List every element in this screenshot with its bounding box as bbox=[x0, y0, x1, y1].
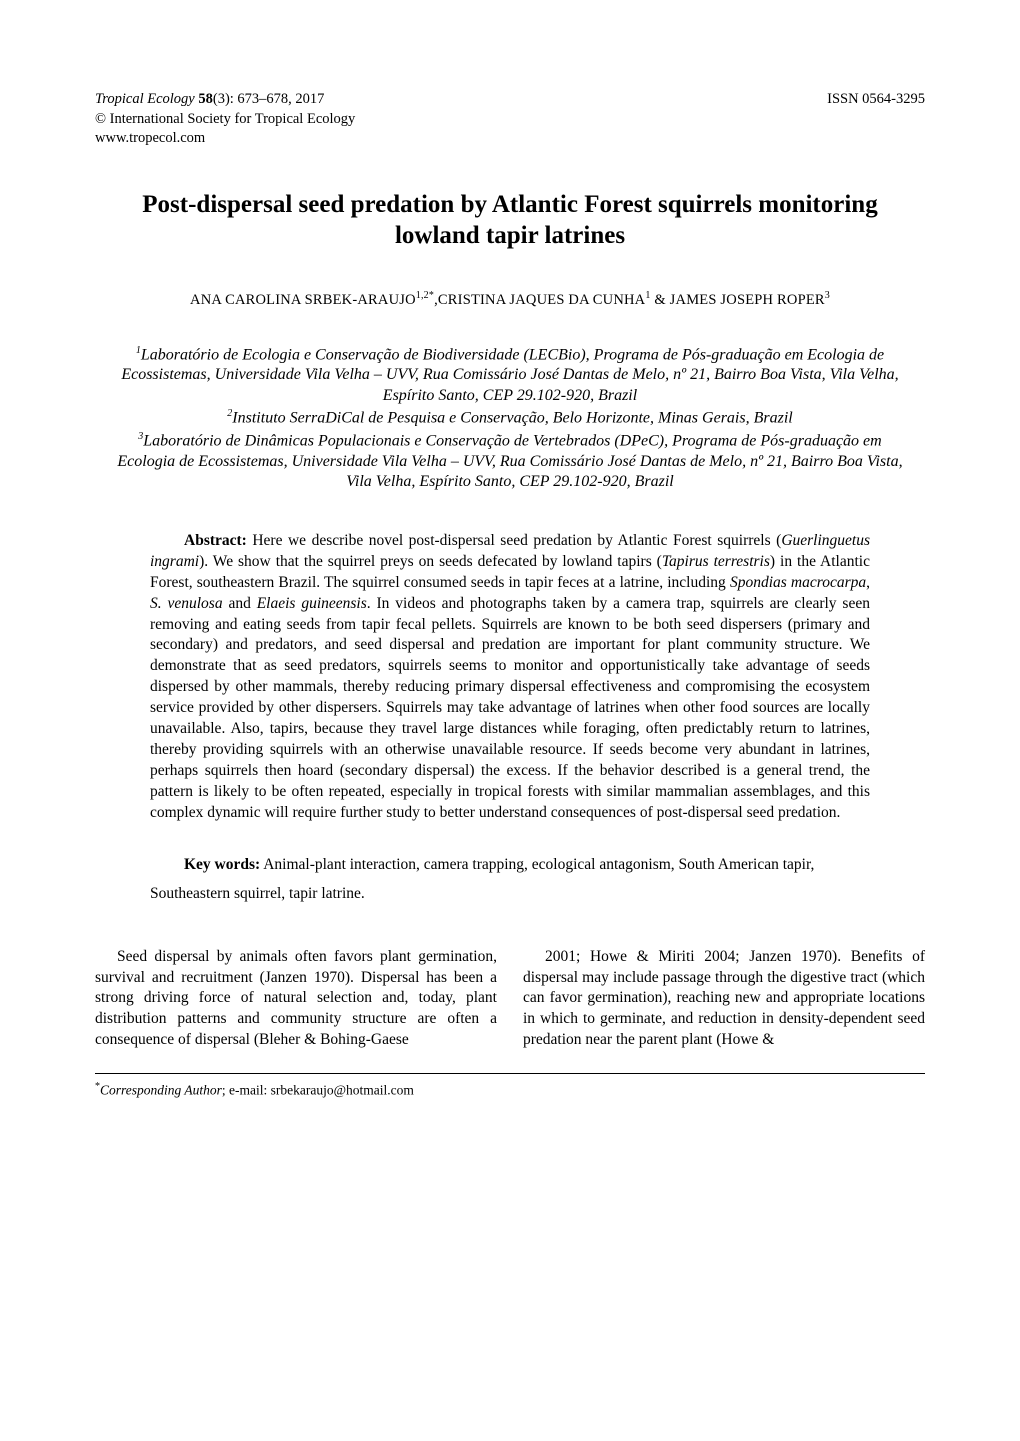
body-para-left: Seed dispersal by animals often favors p… bbox=[95, 947, 497, 1052]
body-columns: Seed dispersal by animals often favors p… bbox=[95, 947, 925, 1052]
issn: ISSN 0564-3295 bbox=[827, 90, 925, 110]
journal-name: Tropical Ecology bbox=[95, 91, 195, 107]
keywords-block: Key words: Animal-plant interaction, cam… bbox=[150, 850, 870, 909]
body-para-right: 2001; Howe & Miriti 2004; Janzen 1970). … bbox=[523, 947, 925, 1052]
species-5: Elaeis guineensis bbox=[257, 595, 367, 612]
species-3: Spondias macrocarpa bbox=[730, 574, 866, 591]
journal-copyright: © International Society for Tropical Eco… bbox=[95, 110, 355, 130]
footer-rule bbox=[95, 1073, 925, 1074]
corr-text: ; e-mail: srbekaraujo@hotmail.com bbox=[222, 1083, 414, 1098]
abstract-text-b: ). We show that the squirrel preys on se… bbox=[199, 553, 662, 570]
species-2: Tapirus terrestris bbox=[662, 553, 770, 570]
corr-label: Corresponding Author bbox=[100, 1083, 222, 1098]
affiliation-1: 1Laboratório de Ecologia e Conservação d… bbox=[113, 345, 907, 407]
affil-2-text: Instituto SerraDiCal de Pesquisa e Conse… bbox=[232, 410, 792, 427]
affiliation-2: 2Instituto SerraDiCal de Pesquisa e Cons… bbox=[113, 408, 907, 429]
abstract-text-e: and bbox=[223, 595, 257, 612]
author-3-affil-sup: 3 bbox=[825, 290, 830, 301]
species-4: S. venulosa bbox=[150, 595, 223, 612]
abstract-text-a: Here we describe novel post-dispersal se… bbox=[252, 532, 781, 549]
abstract-text-f: . In videos and photographs taken by a c… bbox=[150, 595, 870, 821]
keywords-label: Key words: bbox=[150, 850, 260, 879]
corresponding-author: *Corresponding Author; e-mail: srbekarau… bbox=[95, 1080, 925, 1100]
affiliation-3: 3Laboratório de Dinâmicas Populacionais … bbox=[113, 431, 907, 493]
journal-website: www.tropecol.com bbox=[95, 129, 355, 149]
journal-info-block: Tropical Ecology 58(3): 673–678, 2017 © … bbox=[95, 90, 355, 149]
affil-1-text: Laboratório de Ecologia e Conservação de… bbox=[121, 346, 898, 404]
abstract-text-d: , bbox=[866, 574, 870, 591]
abstract-label: Abstract: bbox=[184, 532, 252, 549]
affil-3-text: Laboratório de Dinâmicas Populacionais e… bbox=[117, 432, 902, 490]
author-3: & JAMES JOSEPH ROPER bbox=[651, 292, 825, 308]
journal-citation-line: Tropical Ecology 58(3): 673–678, 2017 bbox=[95, 90, 355, 110]
journal-volume: 58 bbox=[198, 91, 213, 107]
affiliations-block: 1Laboratório de Ecologia e Conservação d… bbox=[113, 345, 907, 493]
body-col-right: 2001; Howe & Miriti 2004; Janzen 1970). … bbox=[523, 947, 925, 1052]
authors-line: ANA CAROLINA SRBEK-ARAUJO1,2*,CRISTINA J… bbox=[95, 289, 925, 310]
author-1-affil-sup: 1,2* bbox=[416, 290, 434, 301]
abstract-block: Abstract: Here we describe novel post-di… bbox=[150, 531, 870, 824]
body-col-left: Seed dispersal by animals often favors p… bbox=[95, 947, 497, 1052]
author-2: ,CRISTINA JAQUES DA CUNHA bbox=[434, 292, 645, 308]
journal-issue-pages: (3): 673–678, 2017 bbox=[213, 91, 325, 107]
author-1: ANA CAROLINA SRBEK-ARAUJO bbox=[190, 292, 416, 308]
article-title: Post-dispersal seed predation by Atlanti… bbox=[115, 189, 905, 252]
journal-header: Tropical Ecology 58(3): 673–678, 2017 © … bbox=[95, 90, 925, 149]
